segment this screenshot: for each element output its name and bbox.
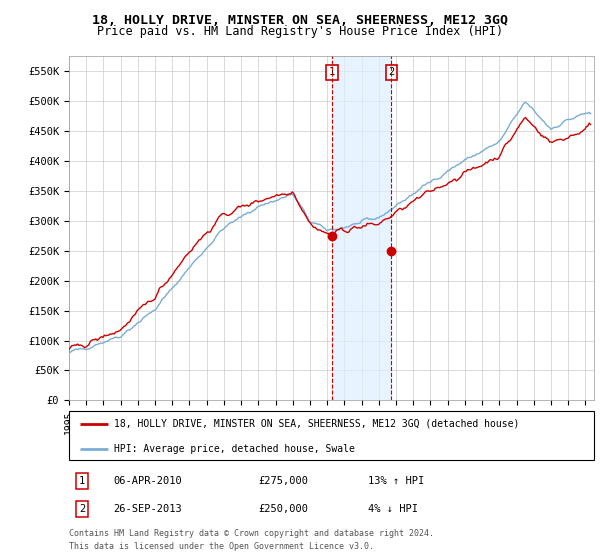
Text: 18, HOLLY DRIVE, MINSTER ON SEA, SHEERNESS, ME12 3GQ (detached house): 18, HOLLY DRIVE, MINSTER ON SEA, SHEERNE… xyxy=(113,419,519,429)
Text: 1: 1 xyxy=(329,67,335,77)
Text: Price paid vs. HM Land Registry's House Price Index (HPI): Price paid vs. HM Land Registry's House … xyxy=(97,25,503,38)
Text: 26-SEP-2013: 26-SEP-2013 xyxy=(113,504,182,514)
Text: £275,000: £275,000 xyxy=(258,476,308,486)
Text: 06-APR-2010: 06-APR-2010 xyxy=(113,476,182,486)
FancyBboxPatch shape xyxy=(69,411,594,460)
Text: 2: 2 xyxy=(388,67,395,77)
Text: HPI: Average price, detached house, Swale: HPI: Average price, detached house, Swal… xyxy=(113,444,355,454)
Text: Contains HM Land Registry data © Crown copyright and database right 2024.: Contains HM Land Registry data © Crown c… xyxy=(69,529,434,538)
Text: £250,000: £250,000 xyxy=(258,504,308,514)
Text: This data is licensed under the Open Government Licence v3.0.: This data is licensed under the Open Gov… xyxy=(69,542,374,550)
Text: 4% ↓ HPI: 4% ↓ HPI xyxy=(368,504,418,514)
Text: 13% ↑ HPI: 13% ↑ HPI xyxy=(368,476,425,486)
Text: 2: 2 xyxy=(79,504,85,514)
Bar xyxy=(332,56,391,400)
Text: 1: 1 xyxy=(79,476,85,486)
Text: 18, HOLLY DRIVE, MINSTER ON SEA, SHEERNESS, ME12 3GQ: 18, HOLLY DRIVE, MINSTER ON SEA, SHEERNE… xyxy=(92,14,508,27)
